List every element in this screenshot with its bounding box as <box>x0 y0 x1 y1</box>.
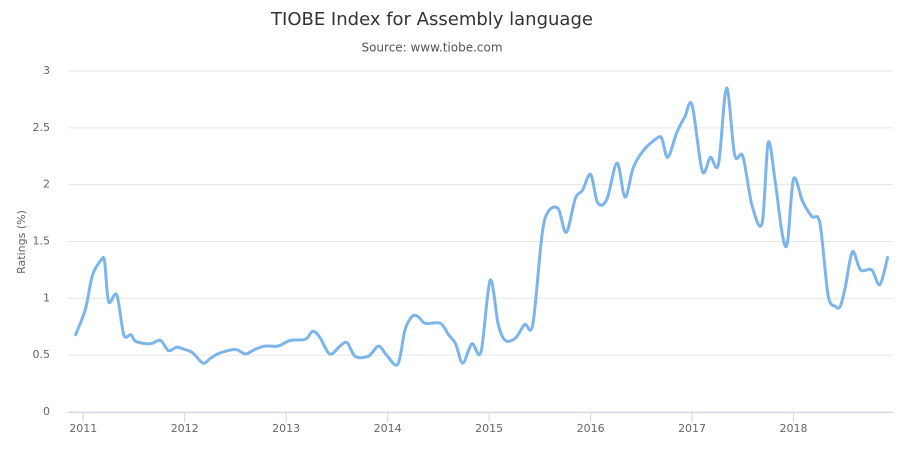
y-tick-label: 0.5 <box>33 348 51 361</box>
x-tick-label: 2014 <box>374 422 402 435</box>
x-tick-label: 2012 <box>171 422 199 435</box>
x-tick-label: 2018 <box>780 422 808 435</box>
y-tick-label: 1.5 <box>33 235 51 248</box>
x-tick-label: 2013 <box>272 422 300 435</box>
x-tick-label: 2015 <box>475 422 503 435</box>
chart-subtitle: Source: www.tiobe.com <box>361 41 502 55</box>
y-tick-label: 3 <box>43 64 50 77</box>
x-tick-label: 2011 <box>69 422 97 435</box>
y-tick-label: 2 <box>43 178 50 191</box>
chart-title: TIOBE Index for Assembly language <box>270 9 593 30</box>
x-tick-label: 2016 <box>577 422 605 435</box>
x-tick-label: 2017 <box>678 422 706 435</box>
y-tick-label: 1 <box>43 291 50 304</box>
y-tick-label: 0 <box>43 405 50 418</box>
line <box>73 86 890 367</box>
y-axis-label: Ratings (%) <box>15 210 28 274</box>
y-tick-label: 2.5 <box>33 121 51 134</box>
